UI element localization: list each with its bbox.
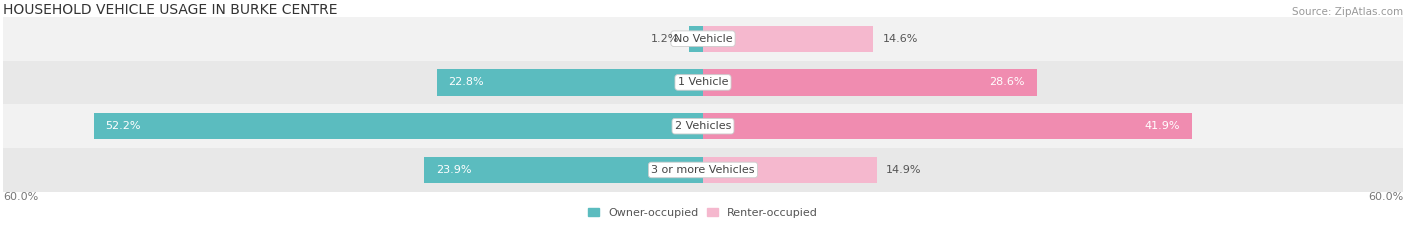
Bar bbox=[703, 157, 877, 183]
Text: 14.9%: 14.9% bbox=[886, 165, 922, 175]
Bar bbox=[425, 157, 703, 183]
Text: Source: ZipAtlas.com: Source: ZipAtlas.com bbox=[1292, 7, 1403, 17]
Bar bbox=[689, 26, 703, 52]
Bar bbox=[3, 17, 1403, 61]
Text: HOUSEHOLD VEHICLE USAGE IN BURKE CENTRE: HOUSEHOLD VEHICLE USAGE IN BURKE CENTRE bbox=[3, 3, 337, 17]
Bar bbox=[703, 113, 1192, 139]
Bar bbox=[703, 69, 1036, 96]
Text: 60.0%: 60.0% bbox=[3, 192, 38, 202]
Bar bbox=[703, 26, 873, 52]
Text: 41.9%: 41.9% bbox=[1144, 121, 1180, 131]
Bar bbox=[437, 69, 703, 96]
Text: 22.8%: 22.8% bbox=[449, 77, 484, 87]
Legend: Owner-occupied, Renter-occupied: Owner-occupied, Renter-occupied bbox=[588, 208, 818, 218]
Text: 1 Vehicle: 1 Vehicle bbox=[678, 77, 728, 87]
Bar bbox=[3, 104, 1403, 148]
Text: 3 or more Vehicles: 3 or more Vehicles bbox=[651, 165, 755, 175]
Bar bbox=[3, 148, 1403, 192]
Bar bbox=[3, 61, 1403, 104]
Text: 52.2%: 52.2% bbox=[105, 121, 141, 131]
Bar bbox=[94, 113, 703, 139]
Text: 23.9%: 23.9% bbox=[436, 165, 471, 175]
Text: 28.6%: 28.6% bbox=[990, 77, 1025, 87]
Text: No Vehicle: No Vehicle bbox=[673, 34, 733, 44]
Text: 14.6%: 14.6% bbox=[883, 34, 918, 44]
Text: 2 Vehicles: 2 Vehicles bbox=[675, 121, 731, 131]
Text: 60.0%: 60.0% bbox=[1368, 192, 1403, 202]
Text: 1.2%: 1.2% bbox=[651, 34, 679, 44]
